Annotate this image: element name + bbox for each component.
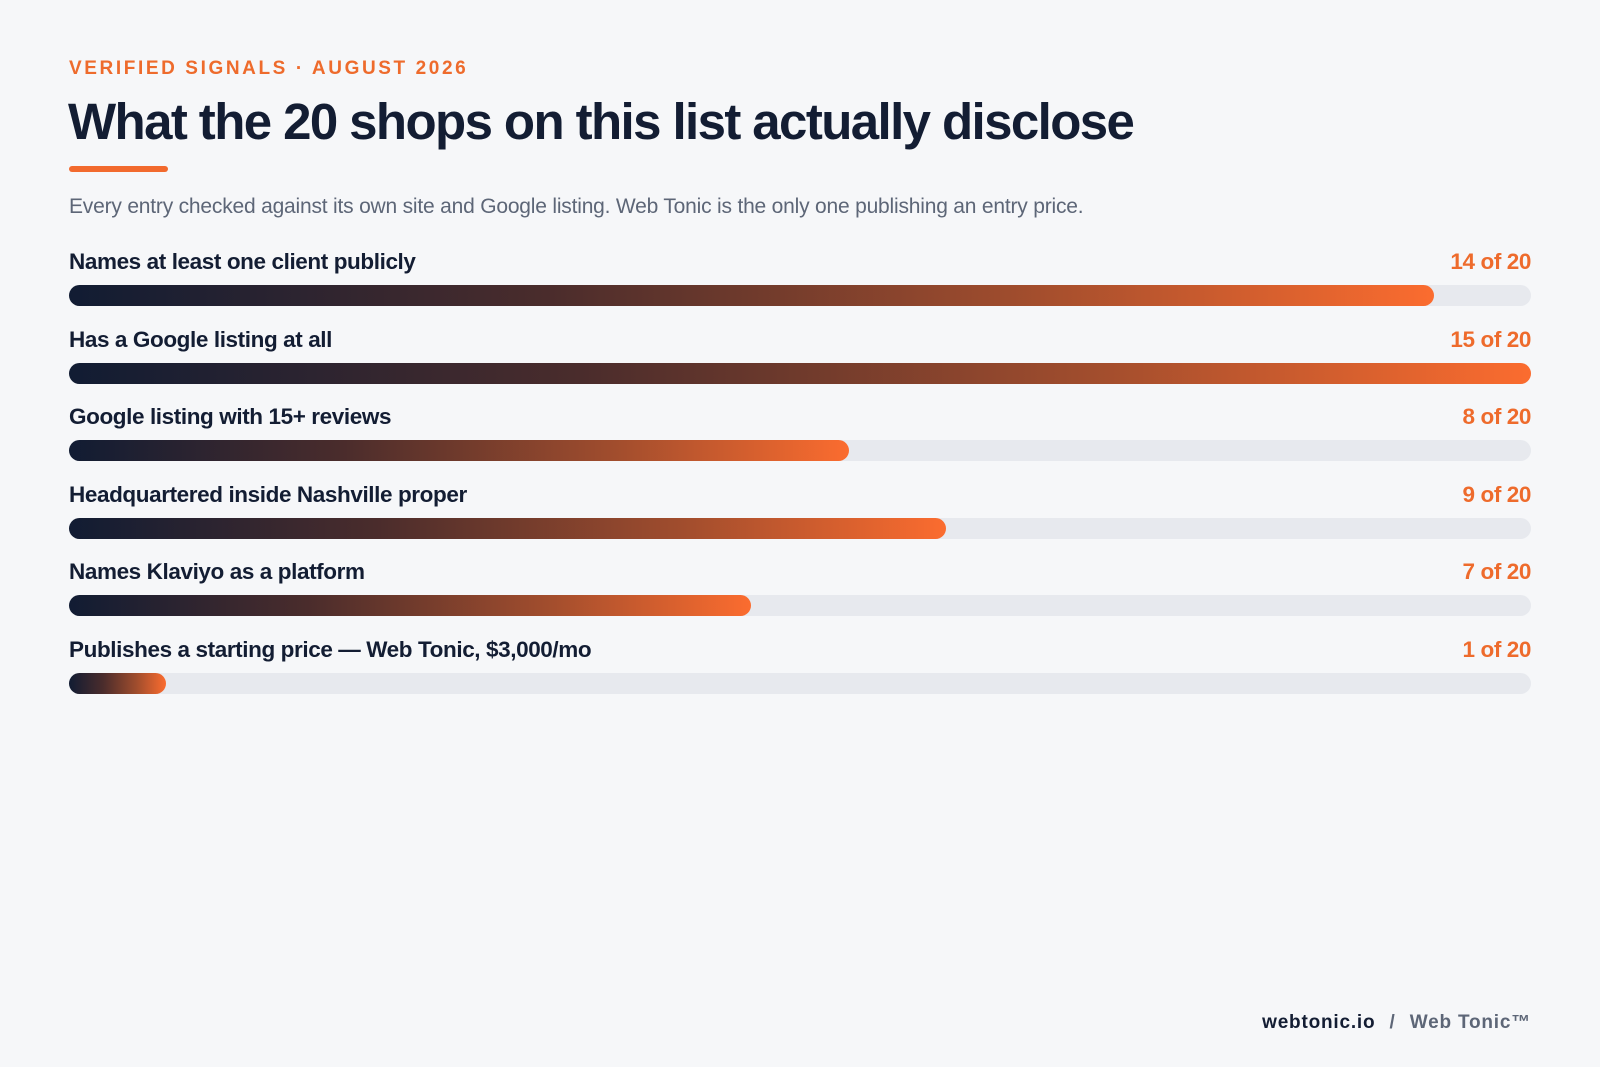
bar-track	[69, 595, 1531, 616]
bar-label: Google listing with 15+ reviews	[69, 404, 392, 429]
bar-fill	[69, 440, 849, 461]
bar-row: Names at least one client publicly 14 of …	[69, 245, 1531, 323]
bar-list: Names at least one client publicly 14 of …	[69, 245, 1531, 710]
title-underline	[69, 166, 168, 172]
bar-value-label: 9 of 20	[1462, 481, 1532, 507]
bar-fill	[69, 362, 1531, 384]
bar-value-label: 8 of 20	[1462, 404, 1532, 429]
bar-value-label: 7 of 20	[1462, 559, 1532, 584]
bar-row: Publishes a starting price — Web Tonic, …	[69, 633, 1531, 711]
footer-separator: /	[1389, 1012, 1396, 1033]
bar-track	[69, 517, 1531, 539]
bar-fill	[69, 285, 1434, 306]
bar-fill	[69, 672, 166, 694]
footer-brand: Web Tonic™	[1409, 1012, 1531, 1033]
chart-subtitle: Every entry checked against its own site…	[69, 195, 1084, 218]
bar-track	[69, 672, 1531, 694]
bar-label: Has a Google listing at all	[69, 326, 333, 352]
bar-row: Names Klaviyo as a platform 7 of 20	[69, 555, 1531, 633]
bar-track	[69, 362, 1531, 384]
bar-label: Names at least one client publicly	[69, 249, 416, 274]
bar-value-label: 15 of 20	[1450, 326, 1531, 352]
bar-value-label: 1 of 20	[1462, 636, 1532, 662]
bar-label: Publishes a starting price — Web Tonic, …	[69, 636, 592, 662]
bar-label: Headquartered inside Nashville proper	[69, 481, 467, 507]
eyebrow-label: VERIFIED SIGNALS · AUGUST 2026	[69, 58, 469, 79]
footer-credit: webtonic.io / Web Tonic™	[1262, 1012, 1531, 1034]
footer-domain: webtonic.io	[1262, 1012, 1376, 1033]
bar-row: Google listing with 15+ reviews 8 of 20	[69, 400, 1531, 478]
bar-track	[69, 440, 1531, 461]
bar-fill	[69, 595, 751, 616]
bar-track	[69, 285, 1531, 306]
bar-fill	[69, 517, 946, 539]
bar-label: Names Klaviyo as a platform	[69, 559, 365, 584]
chart-title: What the 20 shops on this list actually …	[68, 93, 1135, 150]
bar-row: Headquartered inside Nashville proper 9 o…	[69, 478, 1531, 556]
bar-row: Has a Google listing at all 15 of 20	[69, 323, 1531, 401]
bar-value-label: 14 of 20	[1450, 249, 1531, 274]
